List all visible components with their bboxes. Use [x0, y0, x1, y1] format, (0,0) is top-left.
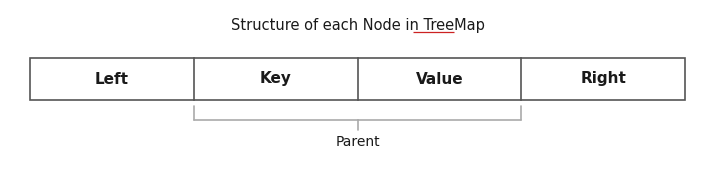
Text: Right: Right [580, 71, 626, 87]
Text: Key: Key [260, 71, 292, 87]
Text: Left: Left [95, 71, 129, 87]
Text: Value: Value [415, 71, 463, 87]
Bar [30, 58, 685, 100]
Text: Parent: Parent [335, 135, 380, 149]
Text: Structure of each Node in TreeMap: Structure of each Node in TreeMap [230, 18, 485, 33]
